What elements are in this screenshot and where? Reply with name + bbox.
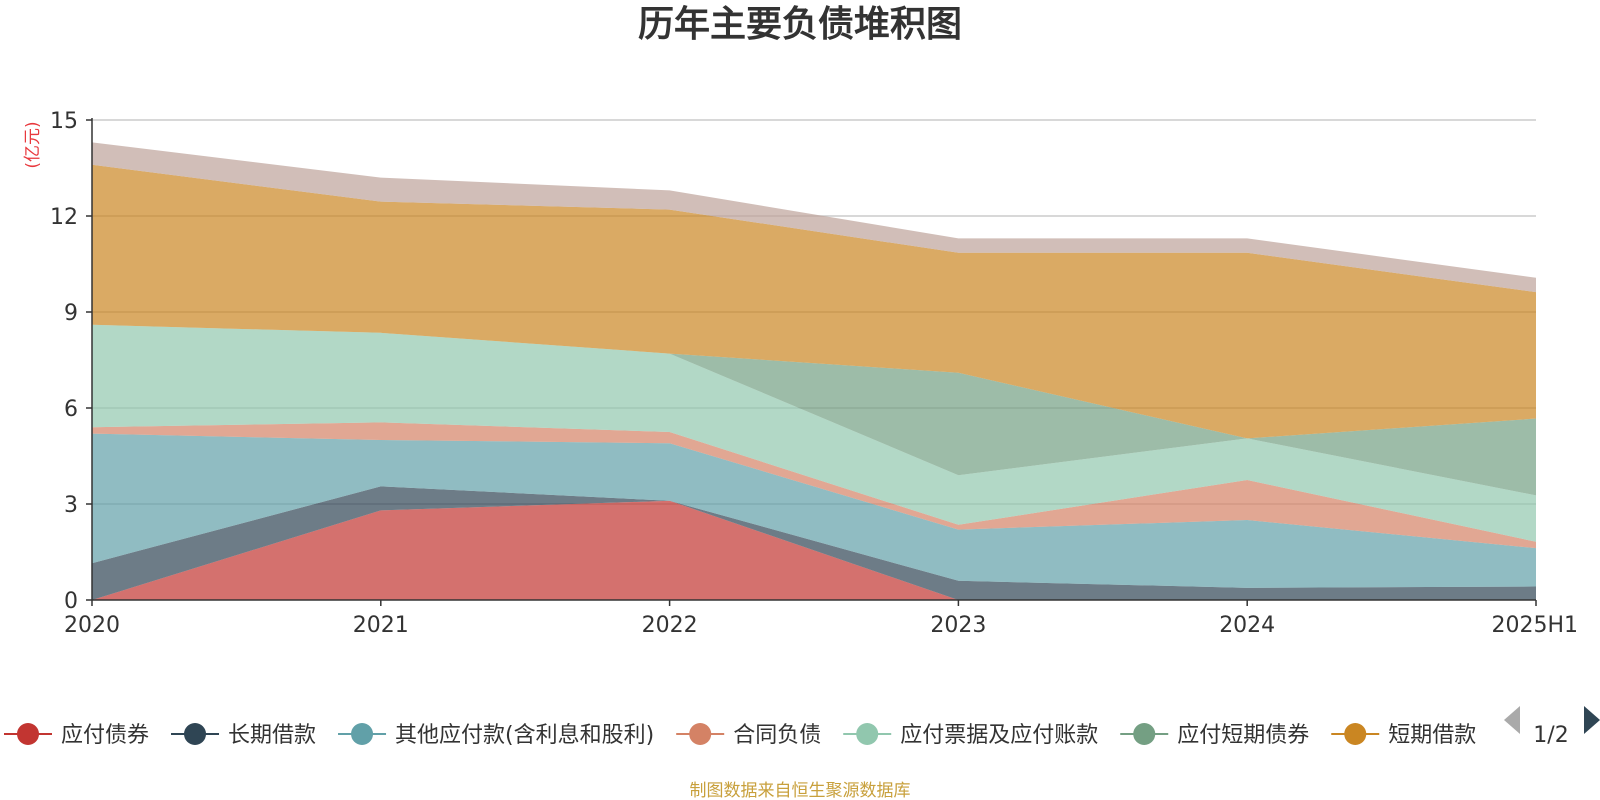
y-tick-label-3: 3 [64, 493, 78, 518]
legend-marker-5 [1133, 723, 1156, 745]
y-tick-label-9: 9 [64, 301, 78, 326]
legend: 应付债券 长期借款 其他应付款(含利息和股利) 合同负债 应付票据及应付账款 应付短期债券… [4, 723, 1476, 748]
x-tick-label-2022: 2022 [642, 613, 698, 638]
legend-item-0[interactable]: 应付债券 [4, 723, 149, 748]
area-series-2[interactable] [92, 433, 1536, 588]
legend-pager: 1/2 [1504, 706, 1600, 748]
area-series-0[interactable] [92, 500, 1536, 600]
legend-label-3: 合同负债 [733, 723, 821, 748]
area-series-7[interactable] [92, 142, 1536, 293]
legend-label-1: 长期借款 [228, 723, 316, 748]
x-tick-label-2020: 2020 [64, 613, 120, 638]
legend-marker-1 [184, 723, 207, 745]
y-tick-labels: 0 3 6 9 12 15 [50, 109, 92, 614]
x-tick-label-2024: 2024 [1219, 613, 1275, 638]
legend-marker-0 [17, 723, 39, 745]
legend-label-0: 应付债券 [61, 723, 149, 748]
y-tick-label-15: 15 [50, 109, 78, 134]
y-tick-label-6: 6 [64, 397, 78, 422]
legend-item-5[interactable]: 应付短期债券 [1120, 723, 1309, 748]
legend-marker-6 [1344, 723, 1367, 745]
y-tick-label-0: 0 [64, 589, 78, 614]
legend-marker-4 [856, 723, 879, 745]
area-series-4[interactable] [92, 324, 1536, 542]
legend-label-6: 短期借款 [1388, 723, 1476, 748]
legend-next-page-icon[interactable] [1584, 706, 1600, 734]
area-series-6[interactable] [92, 164, 1536, 439]
legend-item-1[interactable]: 长期借款 [171, 723, 316, 748]
area-series-5[interactable] [92, 324, 1536, 496]
legend-label-2: 其他应付款(含利息和股利) [395, 723, 654, 748]
y-tick-label-12: 12 [50, 205, 78, 230]
legend-item-3[interactable]: 合同负债 [676, 723, 821, 748]
legend-item-6[interactable]: 短期借款 [1331, 723, 1476, 748]
legend-page-indicator: 1/2 [1533, 723, 1568, 748]
x-tick-label-2025H1: 2025H1 [1491, 613, 1578, 638]
data-source-note: 制图数据来自恒生聚源数据库 [690, 781, 911, 800]
legend-item-2[interactable]: 其他应付款(含利息和股利) [338, 723, 654, 748]
y-axis-unit-label: (亿元) [23, 121, 43, 168]
area-series-3[interactable] [92, 422, 1536, 549]
x-tick-label-2023: 2023 [930, 613, 986, 638]
x-tick-labels: 2020 2021 2022 2023 2024 2025H1 [64, 600, 1578, 638]
legend-marker-2 [351, 723, 374, 745]
legend-prev-page-icon[interactable] [1504, 706, 1520, 734]
area-series-group [92, 142, 1536, 600]
area-series-1[interactable] [92, 486, 1536, 600]
legend-item-4[interactable]: 应付票据及应付账款 [843, 723, 1098, 748]
legend-marker-3 [689, 723, 712, 745]
axes [91, 118, 1536, 601]
x-tick-label-2021: 2021 [353, 613, 409, 638]
legend-label-5: 应付短期债券 [1177, 723, 1309, 748]
chart-title: 历年主要负债堆积图 [638, 4, 962, 45]
legend-label-4: 应付票据及应付账款 [900, 723, 1098, 748]
